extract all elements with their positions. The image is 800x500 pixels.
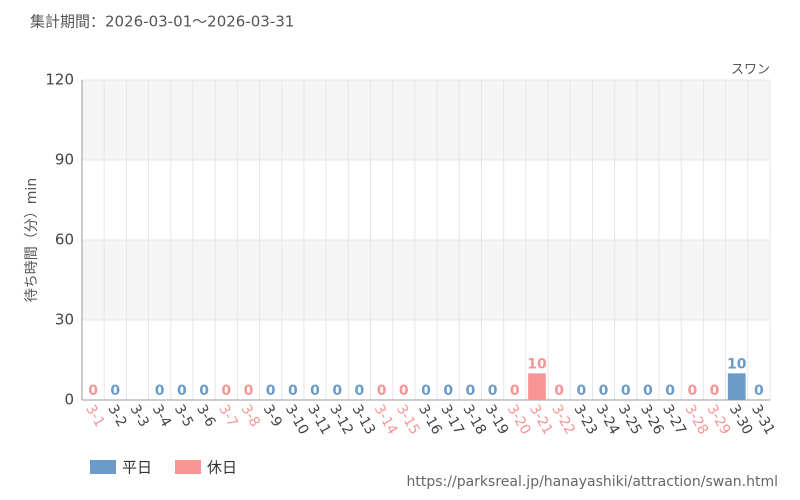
bar: [528, 373, 546, 400]
value-label: 0: [266, 383, 276, 399]
value-label: 0: [221, 383, 231, 399]
value-label: 0: [310, 383, 320, 399]
value-label: 0: [466, 383, 476, 399]
x-tick-label: 3-6: [193, 402, 218, 430]
x-tick-label: 3-2: [104, 402, 129, 430]
value-label: 0: [710, 383, 720, 399]
y-tick-label: 60: [55, 231, 74, 249]
value-label: 0: [488, 383, 498, 399]
value-label: 0: [599, 383, 609, 399]
value-label: 0: [443, 383, 453, 399]
value-label: 0: [554, 383, 564, 399]
value-label: 0: [687, 383, 697, 399]
y-tick-label: 120: [45, 71, 74, 89]
x-tick-label: 3-1: [82, 402, 107, 430]
value-label: 0: [399, 383, 409, 399]
legend-label: 平日: [122, 459, 152, 477]
y-axis-label: 待ち時間（分）min: [24, 178, 40, 302]
y-tick-label: 90: [55, 151, 74, 169]
value-label: 0: [355, 383, 365, 399]
value-label: 0: [110, 383, 120, 399]
value-label: 0: [288, 383, 298, 399]
legend-swatch: [175, 460, 201, 474]
bar: [727, 373, 746, 400]
value-label: 0: [155, 383, 165, 399]
legend-label: 休日: [207, 459, 237, 477]
x-tick-label: 3-5: [171, 402, 196, 430]
value-label: 0: [177, 383, 187, 399]
chart-title: 集計期間：2026-03-01～2026-03-31: [30, 13, 294, 31]
value-label: 0: [377, 383, 387, 399]
value-label: 0: [754, 383, 764, 399]
value-label: 10: [727, 356, 747, 372]
y-tick-label: 0: [64, 391, 74, 409]
x-tick-label: 3-9: [260, 402, 285, 430]
value-label: 0: [421, 383, 431, 399]
value-label: 0: [643, 383, 653, 399]
x-tick-label: 3-3: [127, 402, 152, 430]
plot-band: [82, 240, 770, 320]
value-label: 0: [199, 383, 209, 399]
x-tick-label: 3-8: [238, 402, 263, 430]
value-label: 10: [527, 356, 547, 372]
y-tick-label: 30: [55, 311, 74, 329]
value-label: 0: [510, 383, 520, 399]
x-tick-label: 3-4: [149, 402, 174, 430]
plot-band: [82, 80, 770, 160]
value-label: 0: [665, 383, 675, 399]
x-tick-label: 3-7: [215, 402, 240, 430]
source-url: https://parksreal.jp/hanayashiki/attract…: [407, 474, 778, 490]
value-label: 0: [576, 383, 586, 399]
legend-swatch: [90, 460, 116, 474]
value-label: 0: [332, 383, 342, 399]
value-label: 0: [621, 383, 631, 399]
value-label: 0: [244, 383, 254, 399]
chart-subtitle: スワン: [731, 63, 770, 78]
value-label: 0: [88, 383, 98, 399]
x-tick-label: 3-31: [748, 402, 778, 438]
